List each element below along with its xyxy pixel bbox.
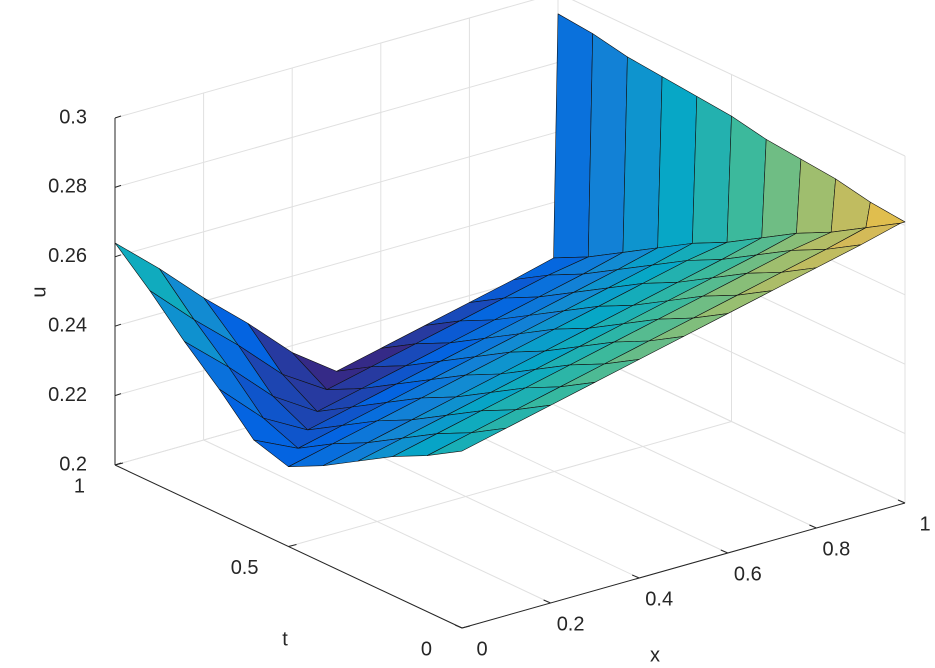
x-tick-label: 1 (919, 513, 930, 535)
x-tick-label: 0 (476, 638, 487, 660)
t-axis-label: t (282, 628, 288, 650)
grid-line (114, 131, 559, 258)
surface-patch (796, 158, 836, 234)
tick-mark (114, 323, 122, 327)
surface-patch (692, 96, 732, 244)
tick-mark (461, 625, 471, 629)
z-tick-label: 0.3 (59, 106, 87, 128)
x-axis-label: x (650, 644, 660, 666)
z-tick-label: 0.26 (48, 245, 87, 267)
surface-patch (587, 33, 628, 258)
tick-mark (720, 549, 728, 554)
tick-mark (114, 184, 122, 188)
t-tick-label: 1 (74, 475, 85, 497)
tick-mark (288, 544, 297, 547)
grid-line (114, 61, 559, 188)
x-tick-label: 0.2 (557, 613, 585, 635)
x-tick-label: 0.4 (645, 588, 673, 610)
t-tick-label: 0 (421, 638, 432, 660)
x-tick-label: 0.8 (822, 538, 850, 560)
surface-patch (726, 115, 767, 243)
surface-patch (622, 56, 663, 253)
tick-mark (632, 574, 640, 579)
z-tick-label: 0.2 (59, 453, 87, 475)
tick-mark (454, 624, 463, 629)
tick-mark (114, 254, 122, 258)
z-axis-label: u (28, 286, 50, 297)
grid-line (571, 0, 906, 157)
tick-mark (897, 499, 906, 504)
tick-mark (114, 393, 122, 397)
tick-mark (543, 599, 551, 604)
z-tick-label: 0.24 (48, 314, 87, 336)
x-axis (461, 502, 906, 629)
tick-mark (809, 524, 817, 529)
tick-mark (114, 462, 124, 466)
surface-patch (830, 178, 871, 233)
surface-patch (114, 242, 195, 320)
grid-line (288, 421, 732, 547)
x-tick-label: 0.6 (734, 563, 762, 585)
t-tick-label: 0.5 (231, 557, 259, 579)
surface-patch (657, 76, 698, 249)
surface-patch (426, 427, 507, 456)
tick-mark (114, 115, 122, 119)
surface-patch (553, 13, 594, 259)
grid-line (114, 270, 559, 397)
surface-patch (761, 139, 802, 239)
grid-line (114, 0, 536, 119)
z-tick-label: 0.28 (48, 176, 87, 198)
z-tick-label: 0.22 (48, 384, 87, 406)
